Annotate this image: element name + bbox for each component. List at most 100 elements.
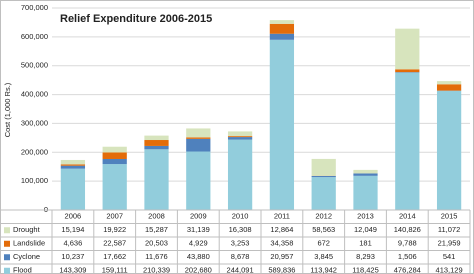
data-label: 31,139 [187, 225, 210, 234]
y-tick-label: 200,000 [21, 147, 48, 156]
data-label: 12,049 [354, 225, 377, 234]
bar-segment [353, 175, 378, 210]
x-tick-label: 2007 [106, 212, 123, 221]
data-label: 11,072 [438, 225, 460, 234]
bar-segment [436, 84, 462, 91]
bar-segment [353, 173, 378, 176]
data-label: 21,959 [438, 239, 461, 248]
data-label: 4,636 [64, 239, 83, 248]
data-label: 476,284 [394, 266, 421, 274]
bar-segment [395, 28, 420, 70]
y-tick-label: 500,000 [21, 61, 48, 70]
bar-segment [102, 158, 127, 165]
chart-title: Relief Expenditure 2006-2015 [60, 13, 212, 25]
bar-segment [269, 20, 295, 24]
data-label: 140,826 [394, 225, 421, 234]
bar-segment [144, 135, 169, 141]
bar-segment [311, 158, 336, 176]
data-label: 19,922 [103, 225, 126, 234]
legend-swatch [4, 267, 10, 274]
data-label: 181 [359, 239, 372, 248]
data-label: 15,194 [61, 225, 84, 234]
bar-segment [186, 137, 211, 139]
data-label: 12,864 [270, 225, 293, 234]
data-label: 58,563 [312, 225, 335, 234]
y-tick-label: 600,000 [21, 32, 48, 41]
data-label: 16,308 [229, 225, 252, 234]
y-tick-label: 100,000 [21, 176, 48, 185]
legend-label: Drought [13, 225, 41, 234]
bar-segment [395, 69, 420, 73]
data-label: 17,662 [103, 252, 126, 261]
bar-segment [436, 81, 462, 85]
x-tick-label: 2008 [148, 212, 165, 221]
bar-segment [269, 33, 295, 40]
data-label: 210,339 [143, 266, 170, 274]
data-label: 8,678 [231, 252, 250, 261]
y-tick-label: 400,000 [21, 90, 48, 99]
bar-segment [311, 177, 336, 210]
bar-segment [60, 168, 86, 210]
legend-swatch [4, 240, 10, 247]
bar-segment [144, 145, 169, 150]
legend-label: Cyclone [13, 252, 40, 261]
data-label: 8,293 [356, 252, 375, 261]
data-label: 20,957 [270, 252, 293, 261]
x-tick-label: 2014 [399, 212, 416, 221]
data-label: 118,425 [352, 266, 379, 274]
data-label: 20,503 [145, 239, 168, 248]
data-label: 1,506 [398, 252, 417, 261]
data-label: 541 [443, 252, 456, 261]
bar-segment [186, 151, 211, 210]
bar-segment [102, 152, 127, 159]
legend-swatch [4, 254, 10, 261]
bar-segment [311, 176, 336, 178]
bar-segment [102, 146, 127, 153]
bar-segment [144, 140, 169, 146]
bar-segment [269, 23, 295, 34]
bar-segment [60, 165, 86, 169]
data-label: 22,587 [103, 239, 126, 248]
bar-segment [186, 128, 211, 138]
y-tick-label: 300,000 [21, 118, 48, 127]
bar-segment [269, 39, 295, 210]
bar-segment [227, 137, 253, 140]
bar-segment [227, 139, 253, 210]
bar-segment [227, 136, 253, 138]
data-label: 11,676 [145, 252, 167, 261]
x-tick-label: 2015 [441, 212, 458, 221]
data-label: 15,287 [145, 225, 168, 234]
data-label: 43,880 [187, 252, 210, 261]
y-axis-label: Cost (1,000 Rs.) [3, 82, 12, 137]
bar-segment [436, 90, 462, 210]
bar-segment [353, 169, 378, 174]
data-label: 159,111 [102, 266, 128, 274]
legend-label: Landslide [13, 239, 45, 248]
legend-swatch [4, 227, 10, 234]
data-label: 4,929 [189, 239, 208, 248]
data-label: 3,845 [314, 252, 333, 261]
data-label: 244,091 [227, 266, 254, 274]
bar-segment [227, 131, 253, 137]
y-tick-label: 0 [44, 205, 48, 214]
bar-segment [144, 149, 169, 210]
data-label: 113,942 [310, 266, 337, 274]
x-tick-label: 2006 [65, 212, 82, 221]
x-tick-label: 2010 [232, 212, 249, 221]
legend-label: Flood [13, 266, 32, 274]
bar-segment [395, 72, 420, 210]
data-label: 10,237 [61, 252, 84, 261]
bar-segment [60, 164, 86, 166]
bar-segment [186, 138, 211, 152]
x-tick-label: 2013 [357, 212, 374, 221]
data-label: 143,309 [59, 266, 86, 274]
x-tick-label: 2009 [190, 212, 207, 221]
x-tick-label: 2011 [274, 212, 290, 221]
data-label: 9,788 [398, 239, 417, 248]
data-label: 202,680 [185, 266, 212, 274]
data-label: 589,836 [268, 266, 295, 274]
data-label: 672 [317, 239, 330, 248]
x-tick-label: 2012 [315, 212, 332, 221]
y-tick-label: 700,000 [21, 3, 48, 12]
